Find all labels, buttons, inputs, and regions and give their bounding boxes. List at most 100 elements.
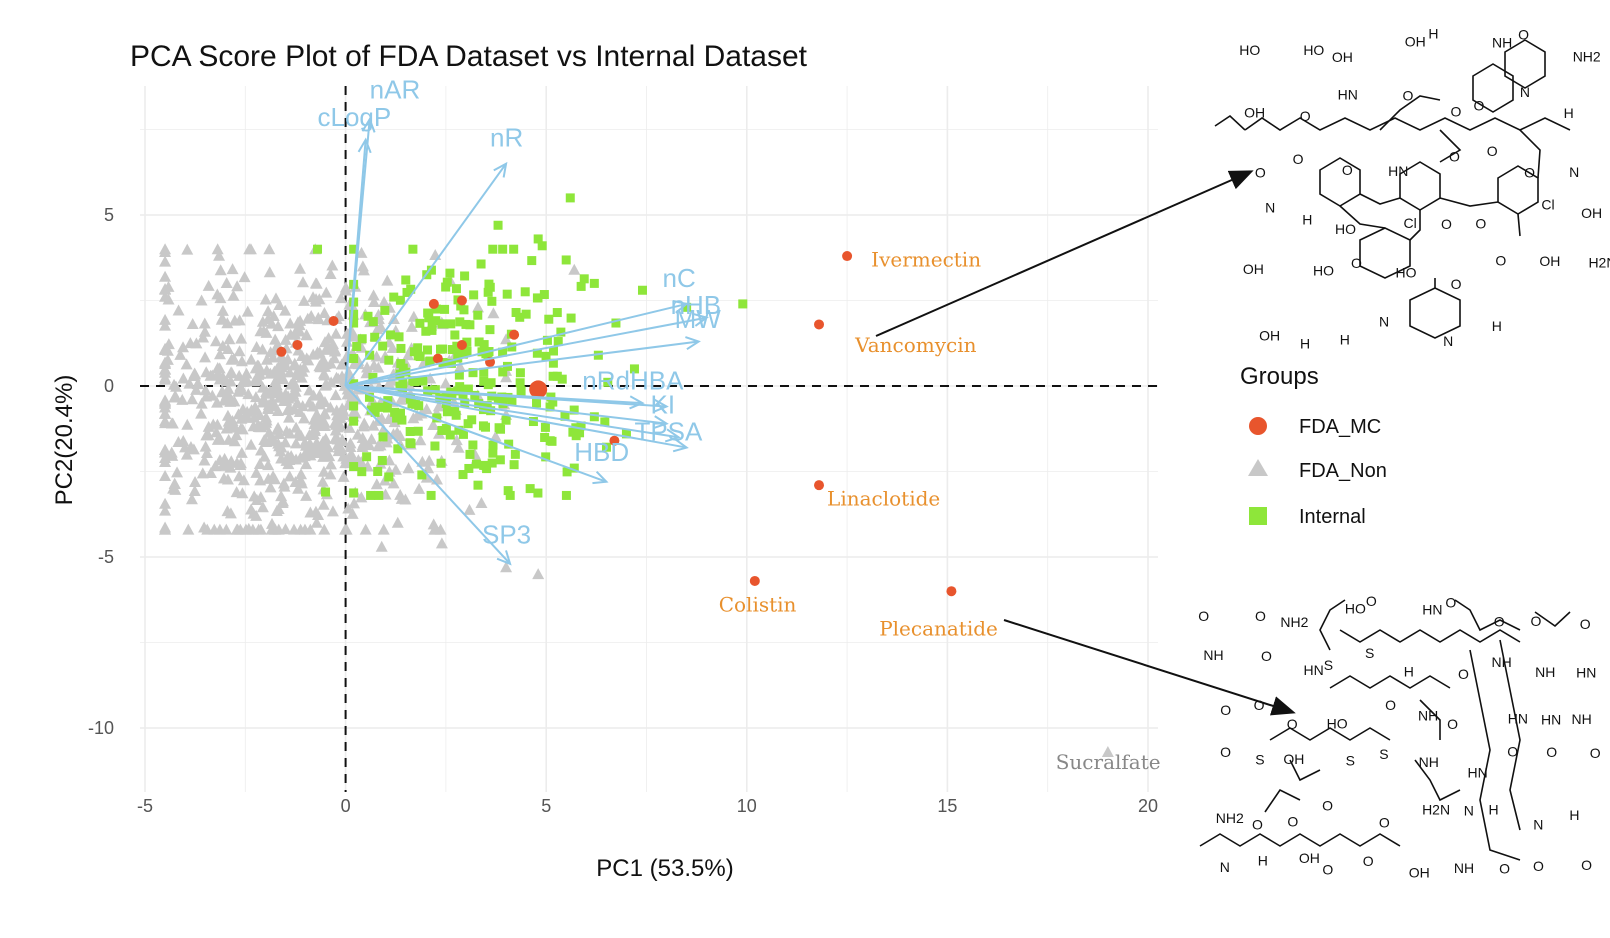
atom-label: HN [1541, 711, 1561, 727]
point-fda-non [294, 363, 307, 375]
point-internal [392, 413, 402, 423]
vanco-chain-10 [1214, 114, 1246, 131]
atom-label: HO [1335, 221, 1356, 237]
atom-label: OH [1405, 34, 1426, 50]
atom-label: OH [1259, 328, 1280, 344]
loading-arrow [345, 385, 667, 408]
point-fda-non [273, 299, 286, 311]
point-fda-non [378, 296, 391, 308]
point-internal [468, 440, 478, 450]
pleca-chain-2 [1269, 727, 1391, 741]
point-fda-non [263, 266, 276, 278]
point-fda-non [381, 274, 394, 286]
atom-label: H [1302, 212, 1312, 228]
point-fda-non [273, 391, 286, 403]
loading-label: TPSA [634, 417, 703, 447]
atom-label: O [1580, 616, 1591, 632]
point-internal [423, 345, 433, 355]
legend-entry-internal: Internal [1249, 506, 1366, 528]
point-fda-non [500, 561, 513, 573]
point-internal [682, 302, 692, 312]
atom-label: O [1518, 27, 1529, 43]
atom-label: O [1342, 162, 1353, 178]
point-fda-non [279, 358, 292, 370]
point-internal [368, 317, 378, 327]
point-fda-non [273, 440, 286, 452]
point-fda-non [394, 488, 407, 500]
point-internal [424, 313, 434, 323]
atom-label: NH2 [1280, 614, 1308, 630]
point-fda-non [264, 481, 277, 493]
point-internal [395, 295, 405, 305]
point-internal [454, 425, 464, 435]
atom-label: O [1499, 861, 1510, 877]
atom-label: HN [1468, 764, 1488, 780]
point-fda-non [227, 289, 240, 301]
legend-entry-fda-non: FDA_Non [1248, 459, 1387, 482]
point-fda-non [284, 328, 297, 340]
loading-arrow [345, 385, 679, 439]
atom-label: NH [1492, 654, 1512, 670]
point-internal [488, 448, 498, 458]
point-internal [349, 462, 359, 472]
atom-label: O [1403, 88, 1414, 104]
point-fda-non [248, 411, 261, 423]
x-tick-label: 10 [737, 796, 757, 816]
point-fda-non [423, 454, 436, 466]
point-internal [395, 369, 405, 379]
point-fda-non [214, 432, 227, 444]
point-fda-non [348, 357, 361, 369]
point-fda-non [254, 474, 267, 486]
point-fda-non [220, 523, 233, 535]
atom-label: H [1404, 663, 1414, 679]
point-internal [496, 424, 506, 434]
point-internal [553, 337, 563, 347]
point-internal [349, 354, 359, 364]
point-internal [349, 488, 359, 498]
point-internal [441, 423, 451, 433]
atom-label: HN [1422, 601, 1442, 617]
point-internal [488, 440, 498, 450]
point-internal [389, 292, 399, 302]
point-internal [479, 340, 489, 350]
point-fda-non [168, 391, 181, 403]
point-internal [483, 351, 493, 361]
atom-label: O [1293, 151, 1304, 167]
point-internal [504, 439, 514, 449]
point-internal [540, 432, 550, 442]
point-fda-non [285, 390, 298, 402]
atom-label: O [1366, 593, 1377, 609]
legend-key-fda-mc [1249, 417, 1267, 435]
point-fda-non [500, 371, 513, 383]
point-fda-non [298, 294, 311, 306]
point-fda-non [320, 286, 333, 298]
point-internal [481, 422, 491, 432]
point-fda-non [172, 304, 185, 316]
point-internal [556, 327, 566, 337]
atom-label: O [1447, 716, 1458, 732]
point-internal [532, 293, 542, 303]
point-fda-non [204, 466, 217, 478]
point-fda-non [420, 403, 433, 415]
point-fda-non [324, 268, 337, 280]
atom-label: O [1546, 744, 1557, 760]
point-internal [603, 377, 613, 387]
point-fda-non [414, 434, 427, 446]
pleca-branch-2 [1454, 599, 1521, 632]
point-internal [395, 381, 405, 391]
point-internal [446, 319, 456, 329]
atom-label: N [1520, 84, 1530, 100]
point-fda-non [303, 396, 316, 408]
point-fda-non [223, 333, 236, 345]
point-fda-non [215, 313, 228, 325]
point-fda-non [280, 394, 293, 406]
point-internal [548, 358, 558, 368]
loadings-layer [344, 116, 709, 566]
point-internal [484, 279, 494, 289]
atom-label: OH [1581, 205, 1602, 221]
point-fda-mc [428, 298, 439, 309]
point-fda-non [235, 332, 248, 344]
atom-label: OH [1283, 751, 1304, 767]
point-fda-non [303, 428, 316, 440]
loading-label: HBD [574, 437, 629, 467]
